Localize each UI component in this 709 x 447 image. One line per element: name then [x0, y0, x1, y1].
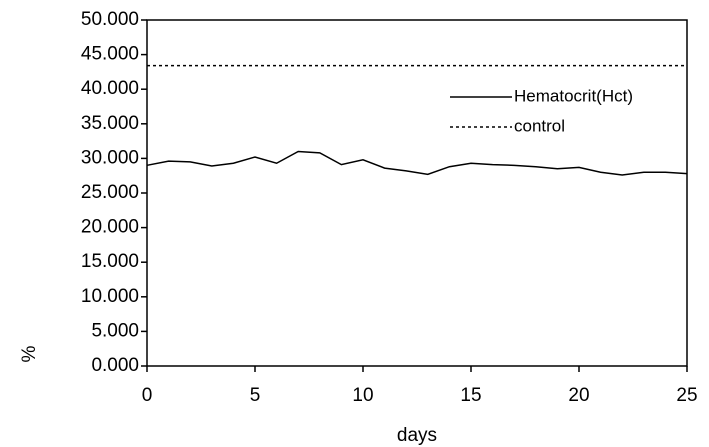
- y-axis-label: %: [19, 345, 40, 362]
- y-tick-label: 30.000: [81, 147, 139, 168]
- y-tick-label: 40.000: [81, 78, 139, 99]
- y-tick-label: 20.000: [81, 217, 139, 238]
- x-tick-label: 20: [568, 385, 589, 406]
- x-tick-label: 10: [352, 385, 373, 406]
- series-line: [146, 150, 688, 176]
- y-tick-label: 0.000: [91, 355, 139, 376]
- y-tick-label: 5.000: [91, 320, 139, 341]
- y-tick-label: 45.000: [81, 44, 139, 65]
- y-tick-label: 35.000: [81, 113, 139, 134]
- x-tick-label: 5: [250, 385, 261, 406]
- legend-label: control: [514, 116, 565, 135]
- x-axis-label: days: [397, 425, 437, 446]
- plot-frame: [146, 19, 688, 367]
- x-tick-label: 25: [676, 385, 697, 406]
- x-tick-label: 15: [460, 385, 481, 406]
- y-tick-label: 15.000: [81, 251, 139, 272]
- legend-label: Hematocrit(Hct): [514, 86, 633, 105]
- x-tick-label: 0: [142, 385, 153, 406]
- y-tick-label: 50.000: [81, 9, 139, 30]
- y-tick-label: 10.000: [81, 286, 139, 307]
- y-tick-label: 25.000: [81, 182, 139, 203]
